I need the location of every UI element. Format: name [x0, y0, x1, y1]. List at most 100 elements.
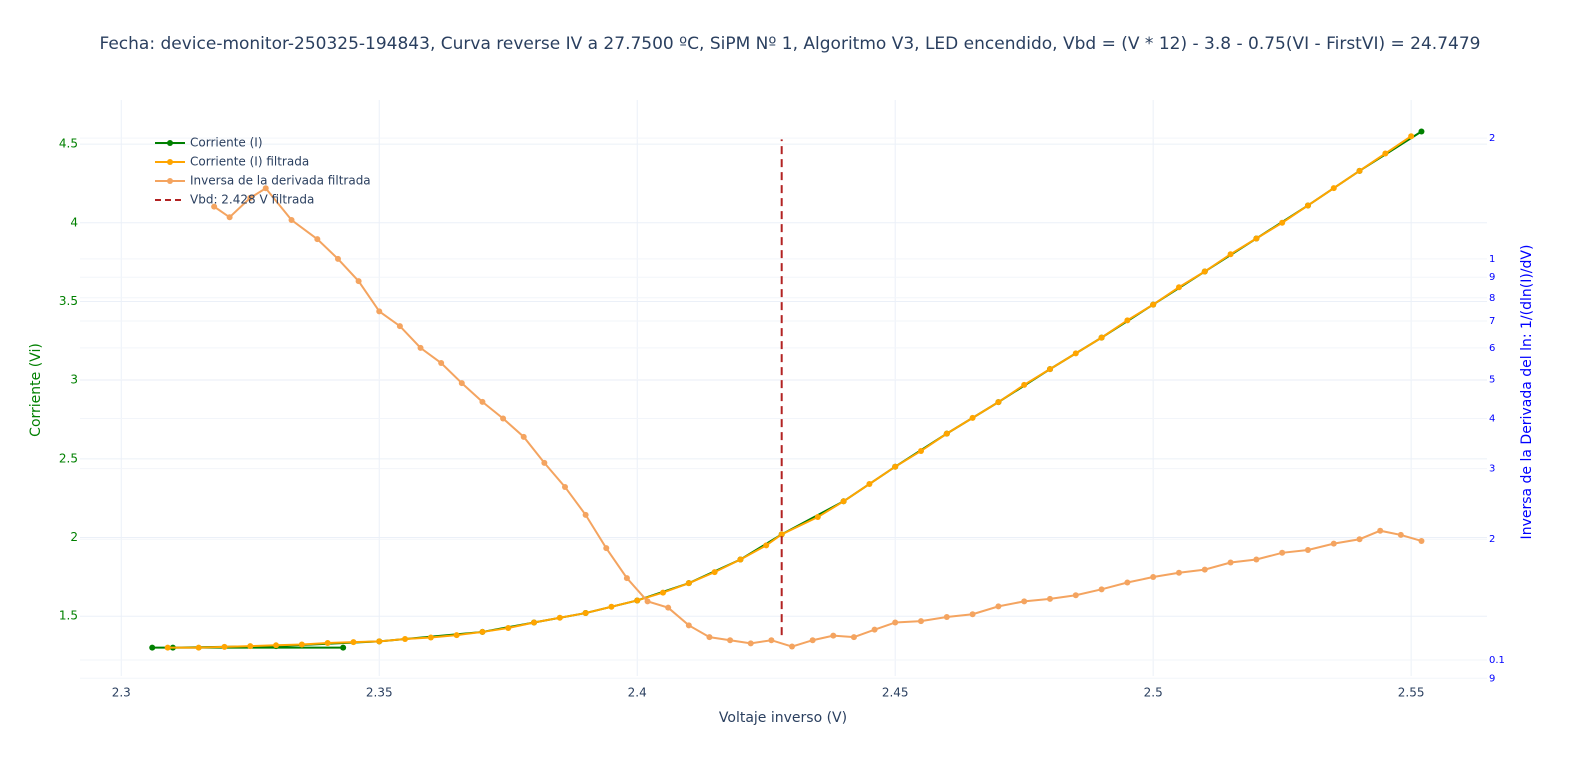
y2-tick-label: 8 — [1489, 293, 1495, 304]
series-point — [1304, 547, 1311, 554]
series-point — [603, 545, 610, 552]
series-point — [479, 628, 486, 635]
series-point — [623, 575, 630, 582]
series-point — [711, 569, 718, 576]
y-tick-label: 3 — [70, 373, 78, 387]
series-point — [644, 598, 651, 605]
series-point — [1098, 334, 1105, 341]
series-point — [500, 415, 507, 422]
y-tick-label: 1.5 — [59, 609, 78, 623]
series-point — [1021, 598, 1028, 605]
series-point — [402, 636, 409, 643]
series-point — [1253, 556, 1260, 563]
series-point — [660, 589, 667, 596]
series-point — [1356, 167, 1363, 174]
series-point — [1279, 549, 1286, 556]
series-point — [918, 447, 925, 454]
x-tick-label: 2.3 — [112, 686, 131, 700]
series-point — [531, 619, 538, 626]
series-point — [334, 255, 341, 262]
series-point — [1279, 219, 1286, 226]
series-point — [763, 542, 770, 549]
y2-tick-label: 4 — [1489, 413, 1495, 424]
series-point — [396, 323, 403, 330]
series-point — [221, 643, 228, 650]
series-point — [706, 634, 713, 641]
series-point — [809, 637, 816, 644]
x-tick-label: 2.45 — [882, 686, 909, 700]
series-point — [211, 203, 218, 210]
series-point — [840, 498, 847, 505]
x-tick-label: 2.5 — [1144, 686, 1163, 700]
series-point — [1201, 566, 1208, 573]
series-point — [582, 610, 589, 617]
series-point — [892, 619, 899, 626]
series-point — [995, 603, 1002, 610]
y2-tick-label: 2 — [1489, 133, 1495, 144]
series-point — [247, 194, 254, 201]
y-tick-label: 4 — [70, 215, 78, 229]
series-point — [1253, 235, 1260, 242]
series-point — [149, 644, 156, 651]
series-point — [727, 637, 734, 644]
series-point — [685, 622, 692, 629]
legend-label: Inversa de la derivada filtrada — [190, 174, 371, 188]
y-tick-label: 4.5 — [59, 137, 78, 151]
series-point — [1124, 317, 1131, 324]
y-tick-label: 2 — [70, 530, 78, 544]
series-point — [1072, 350, 1079, 357]
chart-title: Fecha: device-monitor-250325-194843, Cur… — [100, 34, 1481, 54]
series-point — [376, 638, 383, 645]
series-point — [1175, 284, 1182, 291]
series-point — [1021, 381, 1028, 388]
series-point — [582, 511, 589, 518]
series-point — [1382, 150, 1389, 157]
y2-axis-label: Inversa de la Derivada del ln: 1/(dln(I)… — [1519, 245, 1535, 540]
series-line — [167, 135, 1412, 649]
x-tick-label: 2.55 — [1398, 686, 1425, 700]
series-point — [195, 644, 202, 651]
y2-tick-label: 9 — [1489, 272, 1495, 283]
series-point — [226, 214, 233, 221]
series-point — [1124, 579, 1131, 586]
series-point — [376, 308, 383, 315]
series-point — [1330, 540, 1337, 547]
series-point — [417, 344, 424, 351]
series-point — [866, 481, 873, 487]
series-point — [262, 185, 269, 192]
series-point — [479, 398, 486, 405]
series-point — [918, 618, 925, 625]
series-point — [453, 632, 460, 639]
series-point — [892, 463, 899, 470]
legend-label: Vbd: 2.428 V filtrada — [190, 193, 314, 207]
series-point — [1150, 574, 1157, 581]
grid: 2.3 2.35 2.4 2.45 2.5 2.55 1.5 2 2.5 3 3.5 4 4.5 9 0.1… — [59, 100, 1505, 700]
y-tick-label: 2.5 — [59, 451, 78, 465]
series-point — [943, 613, 950, 620]
series-point — [830, 632, 837, 639]
series-point — [561, 483, 568, 490]
x-tick-label: 2.4 — [628, 686, 647, 700]
series-point — [314, 236, 321, 243]
series-point — [1330, 185, 1337, 192]
y2-tick-label: 7 — [1489, 316, 1495, 327]
series-point — [1356, 536, 1363, 543]
y-axis-label: Corriente (Vi) — [28, 343, 44, 437]
y2-tick-label: 6 — [1489, 343, 1495, 354]
legend-label: Corriente (I) filtrada — [190, 155, 309, 169]
series-line — [152, 130, 1423, 649]
series-point — [969, 414, 976, 421]
y2-tick-label: 3 — [1489, 464, 1495, 475]
series-point — [1377, 527, 1384, 534]
series-point — [1046, 366, 1053, 373]
series-point — [665, 604, 672, 611]
x-axis-label: Voltaje inverso (V) — [719, 710, 847, 726]
series-point — [1418, 128, 1425, 135]
series-point — [1304, 202, 1311, 209]
y-tick-label: 3.5 — [59, 294, 78, 308]
series-point — [1046, 595, 1053, 602]
series-point — [355, 278, 362, 285]
series-point — [505, 625, 512, 631]
series-point — [871, 626, 878, 633]
